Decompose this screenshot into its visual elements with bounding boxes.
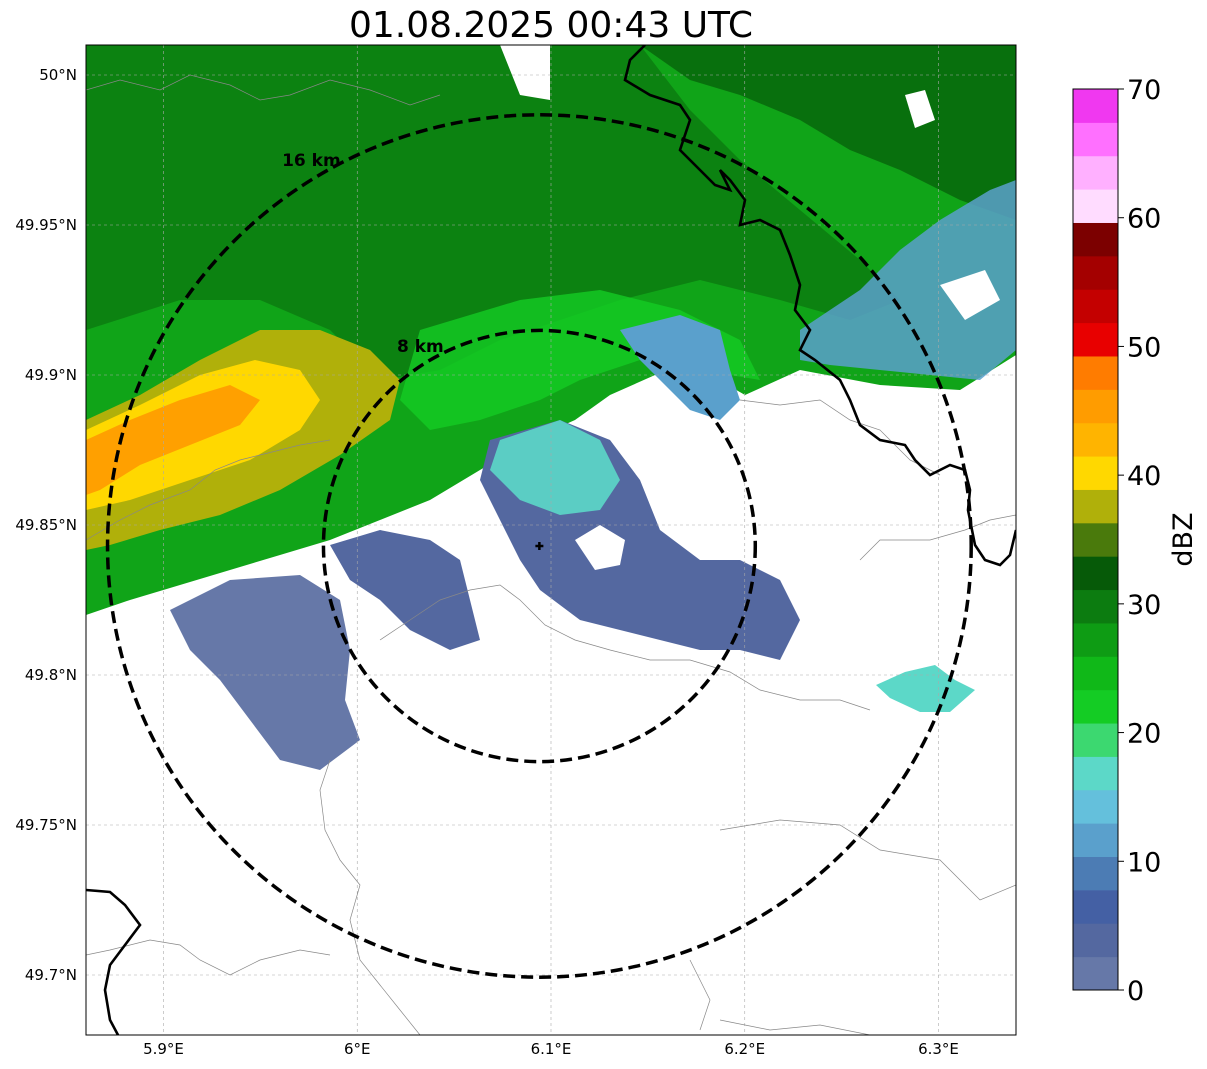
- colorbar-swatch: [1073, 389, 1118, 424]
- map-title: 01.08.2025 00:43 UTC: [348, 5, 754, 46]
- colorbar-swatch: [1073, 255, 1118, 290]
- longitude-labels: 5.9°E 6°E 6.1°E 6.2°E 6.3°E: [143, 1040, 959, 1058]
- colorbar: 0 10 20 30 40 50 60 70 dBZ: [1072, 75, 1199, 1007]
- range-ring: [321, 328, 758, 764]
- colorbar-swatch: [1073, 589, 1118, 624]
- admin-boundary: [859, 514, 1016, 561]
- colorbar-swatch: [1073, 155, 1118, 190]
- echo-gap: [575, 525, 625, 570]
- colorbar-swatch: [1073, 889, 1118, 924]
- echo-area-weak-central: [330, 530, 480, 650]
- colorbar-tick-label: 30: [1127, 590, 1161, 621]
- range-ring-label: 16 km: [282, 151, 341, 171]
- colorbar-tick-label: 70: [1127, 75, 1161, 106]
- colorbar-swatch: [1073, 923, 1118, 958]
- colorbar-swatch: [1073, 355, 1118, 390]
- colorbar-swatch: [1073, 122, 1118, 157]
- colorbar-swatch: [1073, 456, 1118, 490]
- echo-gap: [940, 270, 1000, 320]
- echo-area-intense: [86, 385, 260, 495]
- colorbar-swatch: [1073, 723, 1118, 757]
- colorbar-swatch: [1073, 689, 1118, 724]
- colorbar-swatch: [1073, 856, 1118, 891]
- range-ring: [105, 113, 973, 979]
- colorbar-swatch: [1073, 489, 1118, 524]
- lon-tick-label: 5.9°E: [143, 1040, 184, 1058]
- colorbar-swatch: [1073, 422, 1118, 457]
- colorbar-tick-label: 10: [1127, 847, 1161, 878]
- colorbar-swatch: [1073, 656, 1118, 691]
- radar-site-marker: [535, 542, 544, 550]
- admin-boundary: [86, 939, 331, 976]
- colorbar-swatch: [1073, 756, 1118, 791]
- lat-tick-label: 50°N: [39, 66, 77, 84]
- colorbar-frame: [1072, 88, 1119, 991]
- echo-area-blue-patch: [620, 315, 740, 420]
- colorbar-swatch: [1073, 956, 1118, 991]
- map-gridlines: [86, 45, 1016, 1035]
- echo-area-weak-south: [170, 575, 360, 770]
- range-rings: 8 km 16 km: [105, 113, 973, 979]
- lat-tick-label: 49.8°N: [25, 666, 77, 684]
- admin-boundary: [379, 584, 871, 711]
- colorbar-swatch: [1073, 522, 1118, 557]
- colorbar-swatch: [1073, 222, 1118, 257]
- admin-boundary: [86, 439, 331, 541]
- echo-area-strong-east: [640, 45, 1016, 220]
- national-border: [86, 888, 142, 1035]
- lat-tick-label: 49.7°N: [25, 966, 77, 984]
- lon-tick-label: 6.3°E: [918, 1040, 959, 1058]
- lon-tick-label: 6.2°E: [724, 1040, 765, 1058]
- colorbar-swatch: [1073, 556, 1118, 591]
- colorbar-swatch: [1073, 322, 1118, 357]
- colorbar-swatch: [1073, 622, 1118, 657]
- lon-tick-label: 6°E: [344, 1040, 371, 1058]
- admin-boundary: [719, 819, 1016, 901]
- admin-boundary: [739, 399, 941, 476]
- colorbar-tick-label: 20: [1127, 719, 1161, 750]
- colorbar-swatch: [1073, 289, 1118, 324]
- latitude-labels: 50°N 49.95°N 49.9°N 49.85°N 49.8°N 49.75°N 49.…: [15, 66, 77, 984]
- lon-tick-label: 6.1°E: [531, 1040, 572, 1058]
- echo-cell-se: [876, 665, 975, 712]
- lat-tick-label: 49.85°N: [15, 516, 77, 534]
- colorbar-tick-label: 0: [1127, 976, 1144, 1007]
- colorbar-tick-label: 40: [1127, 461, 1161, 492]
- colorbar-tick-label: 60: [1127, 204, 1161, 235]
- colorbar-swatch: [1073, 789, 1118, 824]
- range-ring-label: 8 km: [397, 337, 444, 357]
- admin-boundary: [689, 959, 871, 1035]
- admin-boundary: [86, 74, 441, 106]
- colorbar-tick-label: 50: [1127, 332, 1161, 363]
- lat-tick-label: 49.95°N: [15, 216, 77, 234]
- colorbar-swatch: [1073, 189, 1118, 223]
- echo-area-weak-ne: [800, 180, 1016, 380]
- colorbar-swatch: [1073, 89, 1118, 123]
- colorbar-swatch: [1073, 823, 1118, 858]
- echo-gap: [500, 45, 550, 100]
- lat-tick-label: 49.9°N: [25, 366, 77, 384]
- admin-boundary: [319, 759, 421, 1035]
- lat-tick-label: 49.75°N: [15, 816, 77, 834]
- colorbar-label: dBZ: [1168, 512, 1199, 566]
- plot-frame: [85, 44, 1017, 1036]
- echo-area-strong: [86, 45, 900, 380]
- echo-area-cyan: [490, 420, 620, 515]
- echo-gap: [905, 90, 935, 128]
